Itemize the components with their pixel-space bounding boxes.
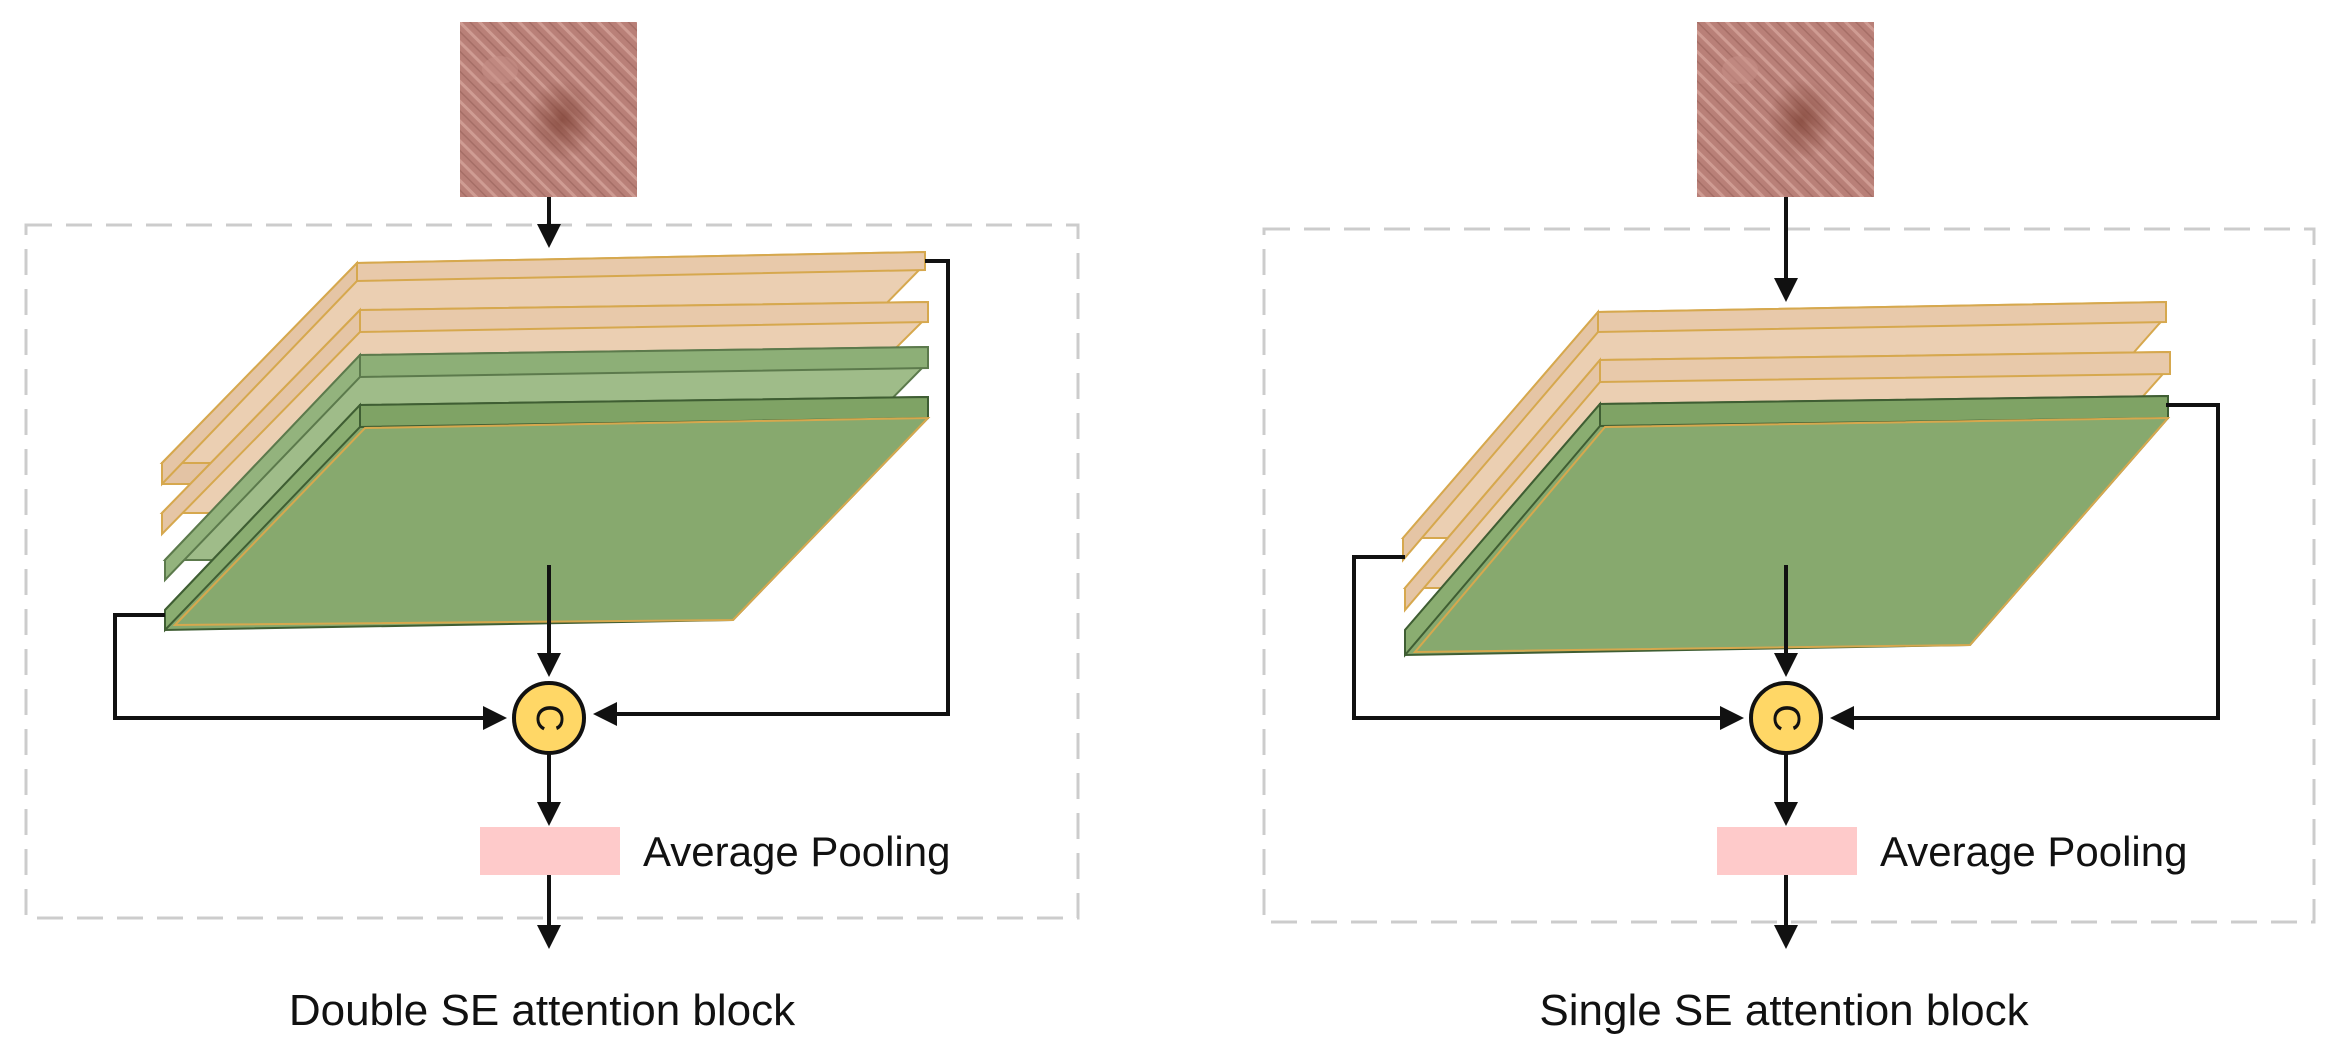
block-caption: Single SE attention block (1539, 986, 2029, 1035)
right-skip-connection (1830, 403, 2220, 730)
block-caption: Double SE attention block (289, 986, 796, 1035)
concat-symbol: C (1765, 704, 1807, 731)
block-boundary (1262, 227, 2316, 924)
left-skip-connection (113, 613, 507, 730)
feature-map-green-front (164, 395, 931, 633)
input-image (460, 22, 637, 197)
average-pooling-label: Average Pooling (1880, 828, 2187, 875)
left-skip-connection (1352, 555, 1744, 730)
concat-node: C (512, 681, 586, 755)
single-se-block: C Average Pooling Single SE attention bl… (1262, 22, 2316, 1035)
right-skip-connection (593, 259, 950, 726)
feature-map-green-front (1404, 394, 2171, 658)
concat-symbol: C (528, 704, 570, 731)
average-pooling-label: Average Pooling (643, 828, 950, 875)
average-pooling-box (480, 827, 620, 875)
average-pooling-box (1717, 827, 1857, 875)
concat-node: C (1749, 681, 1823, 755)
input-image (1697, 22, 1874, 197)
double-se-block: C Average Pooling Double SE attention bl… (24, 22, 1080, 1035)
